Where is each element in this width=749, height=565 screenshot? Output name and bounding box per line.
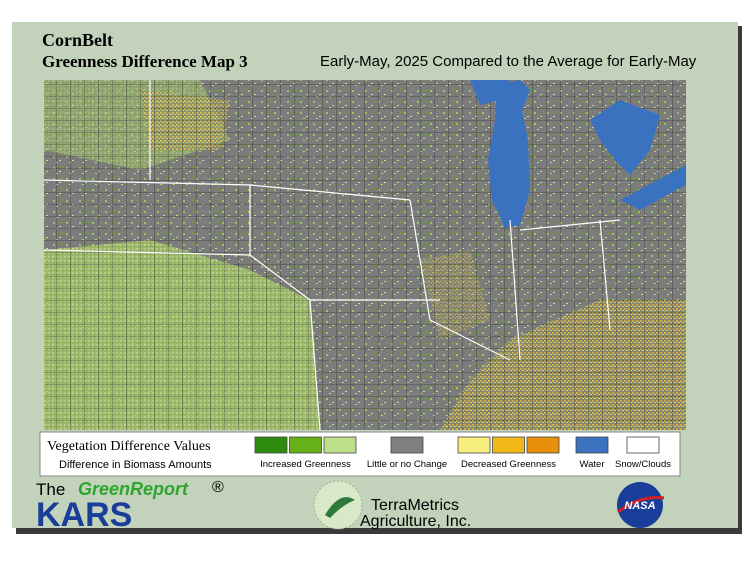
greenreport-name: GreenReport: [78, 479, 189, 499]
county-lines: [44, 80, 686, 430]
legend-swatch: [626, 436, 660, 454]
terrametrics-name: TerraMetrics: [371, 497, 459, 514]
period: Early-May, 2025 Compared to the Average …: [320, 53, 697, 70]
terrametrics-company: Agriculture, Inc.: [360, 513, 471, 530]
legend-label: Water: [580, 459, 605, 470]
state-lines: [43, 80, 621, 431]
lake-superior: [470, 80, 510, 105]
legend-swatch: [254, 436, 288, 454]
legend-label: Snow/Clouds: [615, 459, 671, 470]
legend: [39, 431, 681, 477]
lake-michigan: [488, 80, 530, 228]
legend-swatch: [323, 436, 357, 454]
map: [43, 80, 686, 431]
legend-swatch: [289, 436, 322, 454]
greenreport-prefix: The: [36, 480, 65, 499]
legend-label: Increased Greenness: [260, 459, 351, 470]
legend-swatch: [526, 436, 560, 454]
legend-title: Vegetation Difference Values: [47, 439, 211, 454]
lake-erie: [620, 165, 686, 210]
legend-swatch: [575, 436, 609, 454]
nasa-text: NASA: [624, 500, 655, 512]
legend-swatch: [390, 436, 424, 454]
title: CornBelt: [42, 30, 113, 50]
legend-swatch: [457, 436, 491, 454]
lake-huron: [590, 100, 660, 175]
legend-swatch: [492, 436, 525, 454]
legend-subtitle: Difference in Biomass Amounts: [59, 459, 212, 471]
nasa-logo: [617, 482, 663, 528]
legend-label: Little or no Change: [367, 459, 447, 470]
greenreport-mark: ®: [212, 479, 224, 496]
legend-label: Decreased Greenness: [461, 459, 556, 470]
nasa-swoosh: [617, 496, 665, 514]
terrametrics-leaf: [325, 497, 355, 518]
kars-logo: KARS: [36, 496, 132, 534]
legend-swatches: Increased Greenness Little or no Change De…: [254, 436, 671, 470]
subtitle: Greenness Difference Map 3: [42, 52, 248, 71]
